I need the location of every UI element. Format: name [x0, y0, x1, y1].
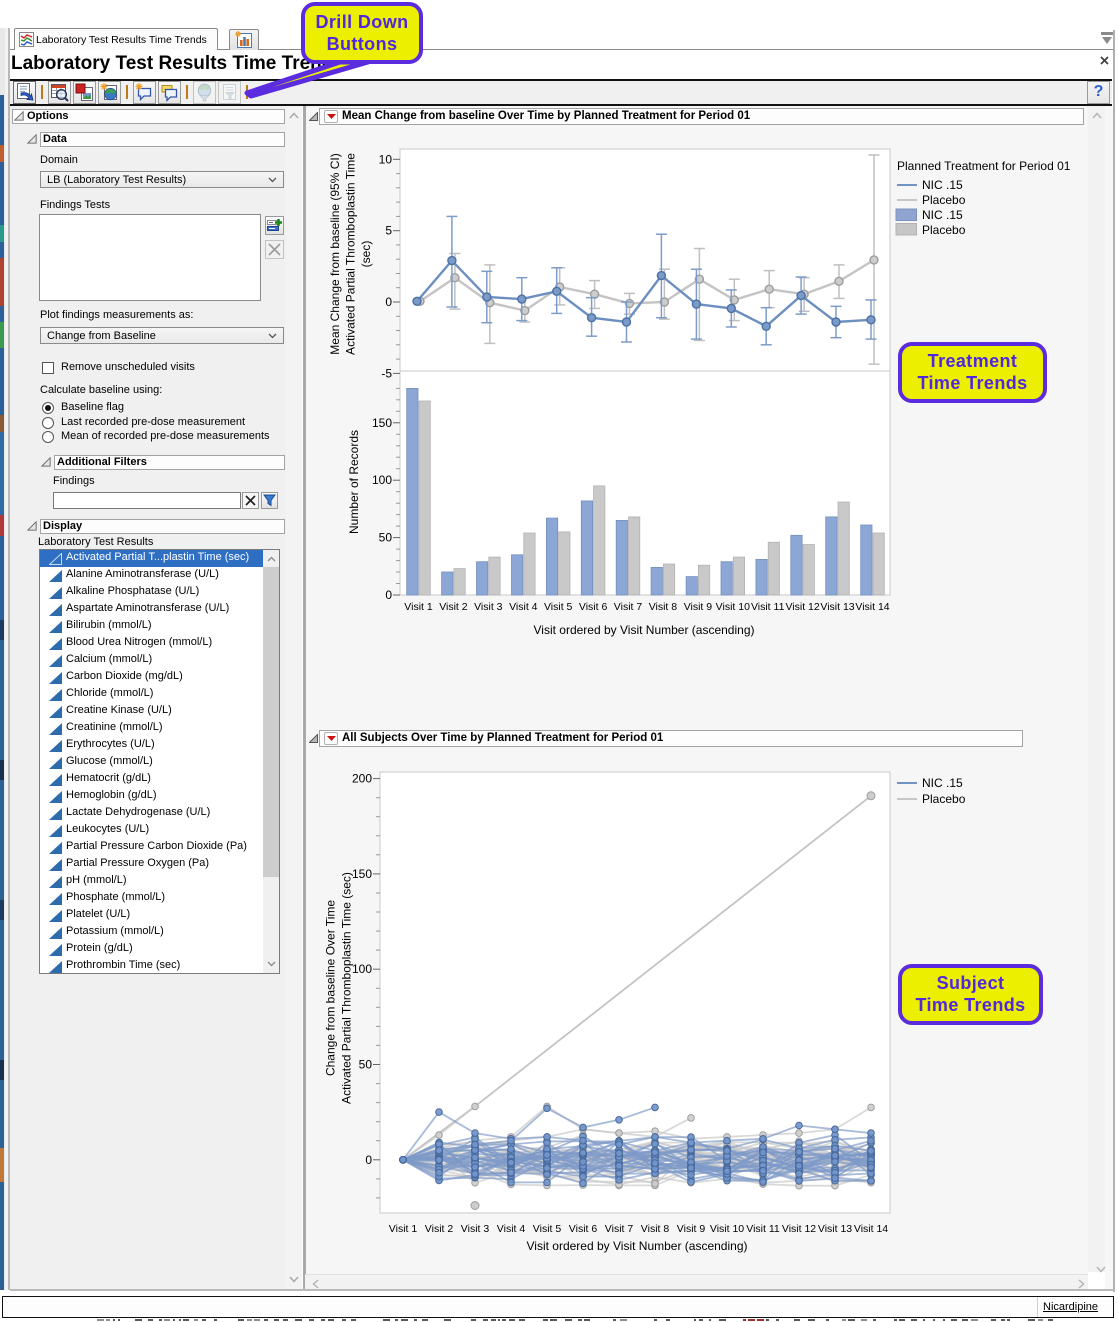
svg-text:-5: -5 [381, 366, 392, 380]
svg-text:5: 5 [385, 224, 392, 238]
svg-text:Visit ordered by Visit Number: Visit ordered by Visit Number (ascending… [534, 623, 755, 637]
svg-text:NIC .15: NIC .15 [922, 178, 963, 192]
svg-text:Visit 7: Visit 7 [614, 601, 643, 613]
svg-text:Visit 2: Visit 2 [439, 601, 468, 613]
svg-text:Visit 10: Visit 10 [716, 601, 750, 613]
svg-text:150: 150 [372, 416, 392, 430]
svg-text:0: 0 [385, 588, 392, 602]
svg-text:NIC .15: NIC .15 [922, 208, 963, 222]
svg-text:Mean Change from baseline (95%: Mean Change from baseline (95% CI) [328, 153, 342, 354]
svg-text:10: 10 [379, 152, 393, 166]
svg-text:Placebo: Placebo [922, 223, 966, 237]
svg-text:Visit 11: Visit 11 [751, 601, 785, 613]
svg-text:Activated Partial Thromboplast: Activated Partial Thromboplastin Time [344, 153, 358, 355]
svg-text:Visit 5: Visit 5 [544, 601, 573, 613]
svg-text:Number of Records: Number of Records [347, 430, 361, 534]
svg-text:100: 100 [372, 473, 392, 487]
svg-text:50: 50 [379, 531, 393, 545]
svg-text:Visit 14: Visit 14 [855, 601, 889, 613]
svg-text:(sec): (sec) [359, 241, 373, 268]
svg-text:Visit 13: Visit 13 [820, 601, 854, 613]
svg-text:Visit 6: Visit 6 [579, 601, 608, 613]
svg-text:Visit 8: Visit 8 [649, 601, 678, 613]
svg-text:Visit 1: Visit 1 [404, 601, 433, 613]
svg-text:Visit 9: Visit 9 [684, 601, 713, 613]
svg-text:0: 0 [385, 295, 392, 309]
svg-text:Visit 3: Visit 3 [474, 601, 503, 613]
svg-text:Placebo: Placebo [922, 193, 966, 207]
svg-text:Visit 12: Visit 12 [785, 601, 819, 613]
svg-text:Planned Treatment for Period 0: Planned Treatment for Period 01 [897, 159, 1071, 173]
svg-text:Visit 4: Visit 4 [509, 601, 538, 613]
